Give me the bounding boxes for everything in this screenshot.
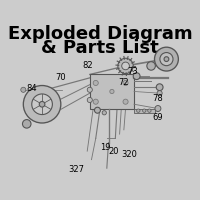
Circle shape xyxy=(148,109,151,112)
Circle shape xyxy=(93,99,98,104)
Bar xyxy=(134,109,155,113)
Circle shape xyxy=(21,87,26,92)
Text: 82: 82 xyxy=(83,61,93,70)
Circle shape xyxy=(157,91,162,96)
Circle shape xyxy=(160,53,173,66)
Text: 72: 72 xyxy=(119,78,129,87)
Text: 78: 78 xyxy=(153,94,163,103)
Circle shape xyxy=(137,109,140,112)
Circle shape xyxy=(94,107,100,113)
Circle shape xyxy=(93,80,98,86)
Text: 320: 320 xyxy=(121,150,137,159)
Text: 69: 69 xyxy=(153,113,163,122)
Circle shape xyxy=(123,99,128,104)
Text: 19: 19 xyxy=(100,143,110,152)
Text: 20: 20 xyxy=(108,147,119,156)
Circle shape xyxy=(87,87,92,92)
Text: 73: 73 xyxy=(127,67,138,76)
Circle shape xyxy=(143,109,146,112)
Circle shape xyxy=(155,106,161,112)
Circle shape xyxy=(164,57,169,61)
Circle shape xyxy=(22,120,31,128)
Circle shape xyxy=(118,58,133,74)
Circle shape xyxy=(123,80,128,86)
Circle shape xyxy=(110,89,114,94)
Circle shape xyxy=(23,86,61,123)
Circle shape xyxy=(133,73,140,80)
Circle shape xyxy=(39,101,45,107)
Bar xyxy=(90,74,134,109)
Text: 70: 70 xyxy=(56,73,66,82)
Text: 84: 84 xyxy=(27,84,37,93)
Circle shape xyxy=(102,111,106,115)
Text: & Parts List: & Parts List xyxy=(41,39,159,57)
Circle shape xyxy=(155,47,178,71)
Circle shape xyxy=(87,97,92,103)
Circle shape xyxy=(156,84,163,91)
Circle shape xyxy=(32,94,52,115)
Text: Exploded Diagram: Exploded Diagram xyxy=(8,25,192,43)
Circle shape xyxy=(122,62,129,70)
Circle shape xyxy=(147,62,155,70)
Text: 327: 327 xyxy=(68,165,84,174)
